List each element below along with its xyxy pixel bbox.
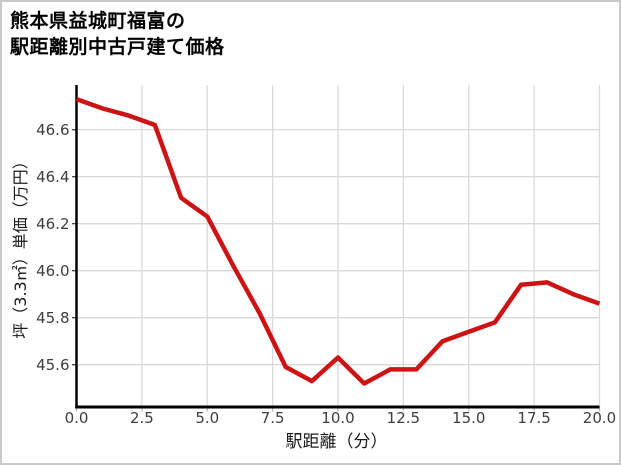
x-tick-label: 5.0 <box>195 409 219 427</box>
y-axis-label: 坪（3.3㎡）単価（万円） <box>11 153 30 339</box>
x-tick-label: 12.5 <box>387 409 420 427</box>
x-tick-label: 17.5 <box>517 409 550 427</box>
x-tick-label: 0.0 <box>65 409 89 427</box>
x-tick-label: 2.5 <box>130 409 154 427</box>
y-tick-label: 46.4 <box>36 168 69 186</box>
chart-title: 熊本県益城町福富の 駅距離別中古戸建て価格 <box>10 8 225 60</box>
y-tick-label: 45.6 <box>36 356 69 374</box>
x-tick-label: 15.0 <box>452 409 485 427</box>
chart-title-line2: 駅距離別中古戸建て価格 <box>10 36 225 58</box>
chart-title-line1: 熊本県益城町福富の <box>10 10 186 32</box>
y-tick-label: 46.2 <box>36 215 69 233</box>
y-tick-label: 46.0 <box>36 262 69 280</box>
x-tick-label: 10.0 <box>321 409 354 427</box>
price-line <box>75 96 601 386</box>
x-tick-label: 20.0 <box>583 409 616 427</box>
x-tick-label: 7.5 <box>261 409 285 427</box>
y-tick-label: 46.6 <box>36 121 69 139</box>
x-axis-label: 駅距離（分） <box>285 432 388 452</box>
y-tick-label: 45.8 <box>36 309 69 327</box>
